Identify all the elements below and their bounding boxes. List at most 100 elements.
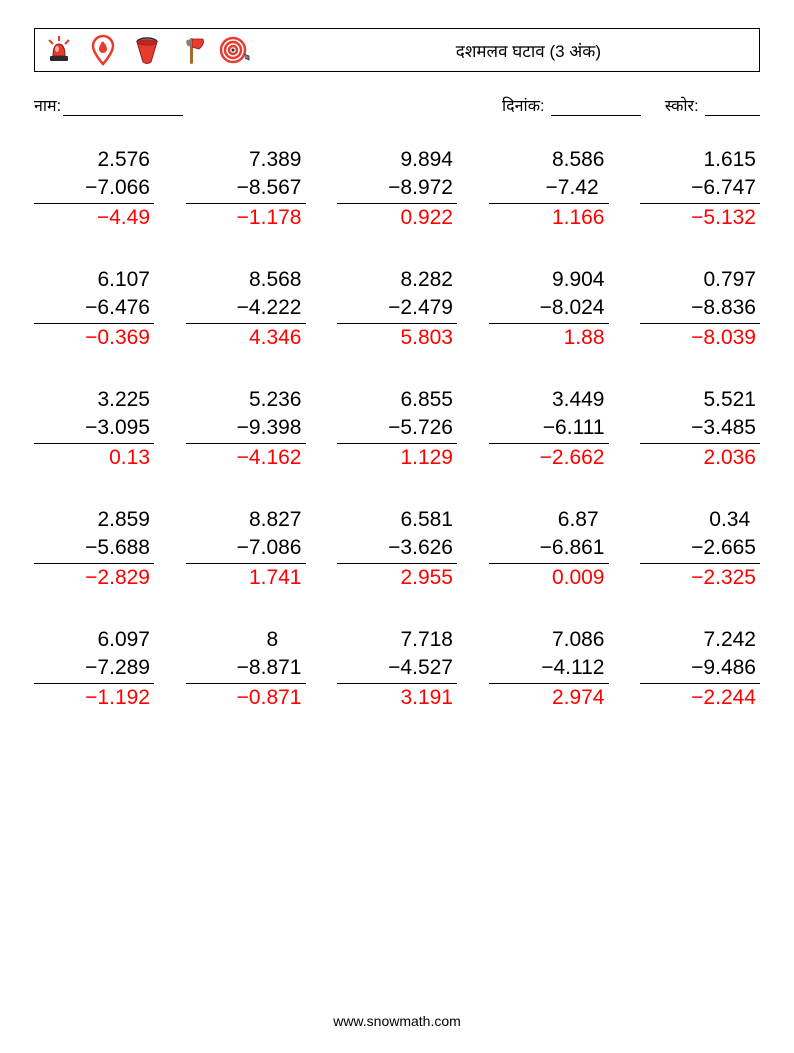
subtraction-problem: 0.797−8.836−8.039 [640, 266, 760, 352]
score-field: स्कोर: [665, 94, 760, 116]
minuend: 7.389 [186, 146, 306, 174]
minuend: 6.097 [34, 626, 154, 654]
subtrahend: −5.726 [337, 414, 457, 443]
subtraction-problem: 6.855−5.7261.129 [337, 386, 457, 472]
answer: −1.178 [186, 204, 306, 232]
minuend: 7.086 [489, 626, 609, 654]
subtraction-problem: 2.576−7.066−4.49 [34, 146, 154, 232]
problems-row: 6.107−6.476−0.369 8.568−4.2224.346 8.282−2… [34, 266, 760, 352]
subtraction-problem: 1.615−6.747−5.132 [640, 146, 760, 232]
minuend: 1.615 [640, 146, 760, 174]
answer: −2.829 [34, 564, 154, 592]
answer: 1.741 [186, 564, 306, 592]
subtrahend: −9.486 [640, 654, 760, 683]
minuend: 8.827 [186, 506, 306, 534]
subtraction-problem: 8.827−7.0861.741 [186, 506, 306, 592]
subtrahend: −7.42 [489, 174, 609, 203]
minuend: 2.576 [34, 146, 154, 174]
problems-row: 3.225−3.0950.13 5.236−9.398−4.162 6.855−5.… [34, 386, 760, 472]
answer: 1.129 [337, 444, 457, 472]
subtrahend: −9.398 [186, 414, 306, 443]
subtraction-problem: 2.859−5.688−2.829 [34, 506, 154, 592]
subtrahend: −8.972 [337, 174, 457, 203]
subtrahend: −6.747 [640, 174, 760, 203]
date-field: दिनांक: [502, 94, 641, 116]
answer: −5.132 [640, 204, 760, 232]
answer: −2.244 [640, 684, 760, 712]
subtrahend: −4.527 [337, 654, 457, 683]
minuend: 6.107 [34, 266, 154, 294]
minuend: 7.242 [640, 626, 760, 654]
answer: −2.325 [640, 564, 760, 592]
subtrahend: −6.861 [489, 534, 609, 563]
subtraction-problem: 7.086−4.1122.974 [489, 626, 609, 712]
worksheet-page: दशमलव घटाव (3 अंक) नाम: दिनांक: स्कोर: 2… [0, 0, 794, 1053]
subtrahend: −7.289 [34, 654, 154, 683]
subtrahend: −7.086 [186, 534, 306, 563]
subtraction-problem: 8.282−2.4795.803 [337, 266, 457, 352]
subtraction-problem: 9.904−8.0241.88 [489, 266, 609, 352]
header-icons [43, 34, 251, 66]
minuend: 7.718 [337, 626, 457, 654]
subtrahend: −8.567 [186, 174, 306, 203]
subtraction-problem: 3.449−6.111−2.662 [489, 386, 609, 472]
subtrahend: −4.112 [489, 654, 609, 683]
problems-row: 2.859−5.688−2.8298.827−7.0861.7416.581−3… [34, 506, 760, 592]
problems-row: 2.576−7.066−4.497.389−8.567−1.1789.894−8… [34, 146, 760, 232]
subtrahend: −2.665 [640, 534, 760, 563]
answer: 2.036 [640, 444, 760, 472]
name-blank [63, 97, 183, 116]
answer: 0.922 [337, 204, 457, 232]
subtrahend: −3.485 [640, 414, 760, 443]
minuend: 6.855 [337, 386, 457, 414]
minuend: 3.225 [34, 386, 154, 414]
minuend: 8 [186, 626, 306, 654]
subtraction-problem: 5.521−3.4852.036 [640, 386, 760, 472]
problems-row: 6.097−7.289−1.192 8 −8.871−0.871 7.718−4.5… [34, 626, 760, 712]
answer: 0.009 [489, 564, 609, 592]
subtraction-problem: 8.586−7.42 1.166 [489, 146, 609, 232]
subtraction-problem: 7.242−9.486−2.244 [640, 626, 760, 712]
subtrahend: −4.222 [186, 294, 306, 323]
bucket-icon [131, 34, 163, 66]
answer: 2.955 [337, 564, 457, 592]
minuend: 8.586 [489, 146, 609, 174]
meta-row: नाम: दिनांक: स्कोर: [34, 94, 760, 116]
answer: −8.039 [640, 324, 760, 352]
answer: 2.974 [489, 684, 609, 712]
minuend: 8.282 [337, 266, 457, 294]
subtrahend: −6.476 [34, 294, 154, 323]
subtrahend: −3.095 [34, 414, 154, 443]
answer: −4.162 [186, 444, 306, 472]
subtraction-problem: 8.568−4.2224.346 [186, 266, 306, 352]
minuend: 9.904 [489, 266, 609, 294]
subtraction-problem: 7.718−4.5273.191 [337, 626, 457, 712]
subtrahend: −2.479 [337, 294, 457, 323]
name-field: नाम: [34, 94, 183, 116]
minuend: 0.34 [640, 506, 760, 534]
answer: −4.49 [34, 204, 154, 232]
score-label: स्कोर: [665, 98, 699, 115]
minuend: 6.581 [337, 506, 457, 534]
answer: 1.88 [489, 324, 609, 352]
subtraction-problem: 5.236−9.398−4.162 [186, 386, 306, 472]
answer: 0.13 [34, 444, 154, 472]
minuend: 8.568 [186, 266, 306, 294]
minuend: 5.521 [640, 386, 760, 414]
answer: −1.192 [34, 684, 154, 712]
subtraction-problem: 8 −8.871−0.871 [186, 626, 306, 712]
answer: 5.803 [337, 324, 457, 352]
subtraction-problem: 9.894−8.9720.922 [337, 146, 457, 232]
minuend: 9.894 [337, 146, 457, 174]
answer: −0.369 [34, 324, 154, 352]
worksheet-title: दशमलव घटाव (3 अंक) [456, 39, 751, 62]
answer: −2.662 [489, 444, 609, 472]
subtraction-problem: 7.389−8.567−1.178 [186, 146, 306, 232]
minuend: 2.859 [34, 506, 154, 534]
minuend: 6.87 [489, 506, 609, 534]
subtrahend: −8.024 [489, 294, 609, 323]
hose-reel-icon [219, 34, 251, 66]
answer: 4.346 [186, 324, 306, 352]
subtraction-problem: 6.097−7.289−1.192 [34, 626, 154, 712]
subtrahend: −8.836 [640, 294, 760, 323]
